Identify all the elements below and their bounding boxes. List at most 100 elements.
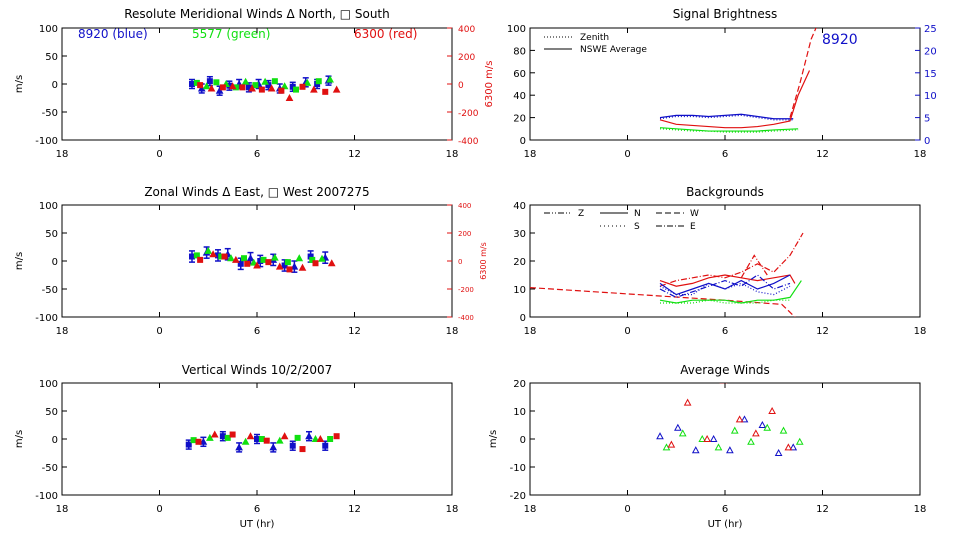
y-axis-label: m/s [14, 75, 25, 93]
x-tick-label: 12 [816, 326, 829, 337]
y-tick-label: -100 [35, 313, 58, 324]
data-point-5577 [204, 246, 213, 254]
series-line-8920-nswe [659, 113, 794, 120]
x-tick-label: 18 [56, 149, 69, 160]
data-point-6300 [232, 255, 240, 263]
series-group [189, 246, 336, 273]
data-point-6300 [327, 259, 336, 267]
x-tick-label: 18 [914, 326, 927, 337]
x-tick-label: 0 [624, 326, 630, 337]
data-point-6300 [221, 253, 228, 260]
data-point-8920 [674, 423, 682, 431]
data-point-5577 [202, 82, 211, 90]
series-line-8920-zenith [659, 114, 794, 121]
series-line-red-w [530, 287, 796, 317]
data-point-5577 [258, 436, 265, 442]
data-point-6300 [228, 82, 237, 90]
data-point-5577 [730, 426, 739, 434]
y2-ticks: 400 200 0 -200 -400 [458, 25, 479, 147]
x-tick-label: 6 [254, 326, 260, 337]
y2-tick-label: 5 [924, 114, 930, 125]
data-point-6300 [752, 429, 760, 437]
data-point-6300 [229, 431, 236, 438]
y2-tick-label: -400 [458, 137, 479, 147]
x-ticks: 18 0 6 12 18 [56, 326, 459, 337]
series-line-red-e [740, 254, 768, 279]
data-point-5577 [318, 254, 326, 262]
data-point-6300 [210, 430, 219, 438]
data-point-6300 [239, 84, 246, 91]
x-tick-label: 12 [348, 504, 361, 515]
data-point-8920 [774, 448, 783, 456]
y-tick-label: 100 [39, 24, 58, 35]
legend-s: S [634, 222, 640, 232]
x-tick-label: 0 [156, 504, 162, 515]
series-line-5577-nswe [659, 127, 799, 132]
data-point-6300 [299, 83, 306, 90]
y2-tick-label: 0 [924, 136, 930, 147]
y-tick-label: 50 [45, 229, 58, 240]
data-marks [61, 382, 453, 496]
data-point-6300 [244, 260, 251, 267]
legend-zenith: Zenith [580, 33, 609, 43]
data-point-8920 [237, 260, 244, 267]
y-tick-label: 20 [513, 379, 526, 390]
legend-6300: 6300 (red) [354, 27, 417, 41]
data-point-8920 [758, 420, 767, 428]
data-point-8920 [215, 86, 224, 94]
y-tick-label: 0 [52, 257, 58, 268]
data-point-6300 [332, 85, 341, 93]
data-point-5577 [224, 434, 231, 441]
data-point-5577 [252, 82, 259, 89]
legend-5577: 5577 (green) [192, 27, 270, 41]
y2-tick-label: 25 [924, 24, 937, 35]
data-point-8920 [289, 442, 296, 449]
data-point-8920 [235, 443, 243, 451]
data-point-8920 [740, 415, 749, 423]
data-marks [61, 27, 453, 141]
data-point-6300 [286, 266, 293, 273]
data-point-8920 [322, 442, 329, 449]
annotation-8920: 8920 [822, 32, 858, 48]
chart-title: Signal Brightness [673, 7, 778, 21]
data-point-6300 [285, 93, 294, 101]
y-ticks: 100 50 0 -50 -100 [35, 201, 58, 324]
x-tick-label: 6 [254, 149, 260, 160]
series-group [185, 430, 340, 453]
x-tick-label: 0 [624, 504, 630, 515]
data-point-6300 [267, 84, 276, 92]
data-point-8920 [246, 254, 255, 262]
data-point-5577 [327, 436, 334, 442]
data-point-8920 [265, 82, 272, 89]
y-tick-label: 10 [513, 407, 526, 418]
x-tick-label: 18 [446, 149, 459, 160]
data-point-6300 [703, 434, 711, 442]
chart-title: Backgrounds [686, 185, 764, 199]
data-point-6300 [197, 82, 204, 89]
data-point-5577 [779, 426, 788, 434]
data-point-5577 [293, 86, 299, 93]
data-point-8920 [709, 434, 718, 442]
panel-average: Average Winds m/s UT (hr) 18 0 6 12 18 2… [488, 363, 926, 530]
series-line-green-s [660, 299, 790, 304]
x-tick-label: 18 [524, 504, 537, 515]
x-tick-label: 0 [624, 149, 630, 160]
data-point-8920 [290, 262, 299, 270]
data-point-5577 [309, 256, 316, 263]
data-point-5577 [795, 437, 804, 445]
y-tick-label: 10 [513, 285, 526, 296]
x-ticks: 18 0 6 12 18 [524, 504, 927, 515]
series-line-blue-s [659, 282, 791, 296]
data-point-6300 [219, 84, 226, 91]
y-axis-label: m/s [488, 430, 499, 448]
data-point-6300 [316, 434, 325, 442]
y-tick-label: 0 [520, 435, 526, 446]
data-point-5577 [190, 437, 197, 444]
data-point-8920 [189, 81, 195, 87]
series-group [189, 75, 341, 101]
y-tick-label: -10 [510, 463, 526, 474]
y2-tick-label: -200 [458, 286, 474, 294]
data-point-5577 [303, 78, 312, 86]
y-tick-label: 50 [45, 407, 58, 418]
data-point-6300 [280, 432, 289, 440]
